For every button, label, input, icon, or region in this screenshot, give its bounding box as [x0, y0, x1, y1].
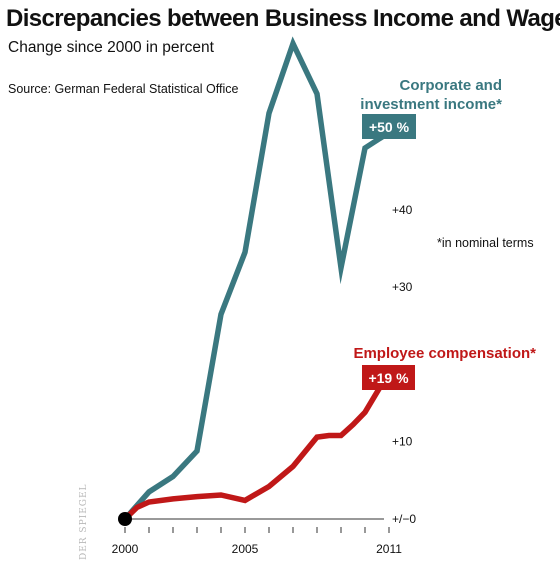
y-tick-label: +40 — [392, 203, 413, 217]
series-lines — [118, 36, 392, 526]
value-badge-employee-compensation-text: +19 % — [368, 370, 409, 386]
series-line-employee-compensation — [123, 370, 392, 521]
series-labels: Corporate and investment income* +50 % Empl… — [353, 77, 536, 390]
x-tick-label: 2005 — [232, 542, 259, 556]
chart-title: Discrepancies between Business Income an… — [6, 5, 560, 32]
series-label-corporate-income: Corporate and — [399, 77, 502, 94]
y-tick-label: +10 — [392, 435, 413, 449]
series-label-corporate-income: investment income* — [360, 96, 502, 113]
origin-point — [118, 512, 132, 526]
y-tick-label: +30 — [392, 280, 413, 294]
chart-note: *in nominal terms — [437, 236, 534, 250]
axes: 2000 2005 2011 +/−0 +10 +30 +40 — [112, 203, 417, 556]
x-tick-label: 2011 — [376, 542, 402, 556]
value-badge-corporate-income-text: +50 % — [369, 119, 410, 135]
value-badge-corporate-income — [362, 114, 416, 139]
y-tick-label: +/−0 — [392, 512, 416, 526]
watermark: DER SPIEGEL — [79, 483, 89, 560]
x-tick-label: 2000 — [112, 542, 139, 556]
value-badge-employee-compensation — [362, 365, 415, 390]
chart-subtitle: Change since 2000 in percent — [8, 39, 215, 56]
chart-source: Source: German Federal Statistical Offic… — [8, 82, 238, 96]
series-label-employee-compensation: Employee compensation* — [353, 345, 536, 362]
series-line-corporate-income — [122, 36, 391, 521]
